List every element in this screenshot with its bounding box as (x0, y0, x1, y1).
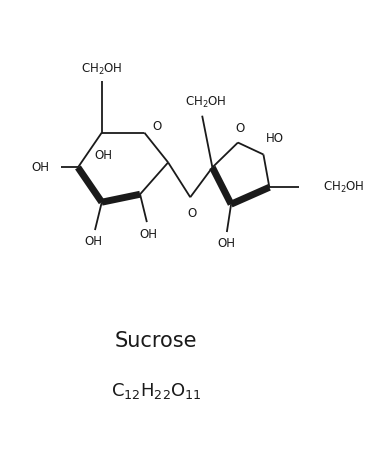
Text: OH: OH (31, 161, 49, 174)
Text: OH: OH (84, 236, 102, 248)
Text: C$_{12}$H$_{22}$O$_{11}$: C$_{12}$H$_{22}$O$_{11}$ (111, 381, 201, 401)
Text: HO: HO (266, 132, 284, 145)
Text: CH$_2$OH: CH$_2$OH (185, 95, 226, 110)
Text: O: O (187, 207, 197, 219)
Text: CH$_2$OH: CH$_2$OH (81, 61, 123, 76)
Text: O: O (235, 122, 244, 135)
Text: OH: OH (218, 237, 236, 251)
Text: OH: OH (95, 149, 112, 162)
Text: OH: OH (139, 228, 158, 241)
Text: O: O (152, 120, 161, 133)
Text: CH$_2$OH: CH$_2$OH (323, 180, 365, 195)
Text: Sucrose: Sucrose (115, 331, 197, 351)
